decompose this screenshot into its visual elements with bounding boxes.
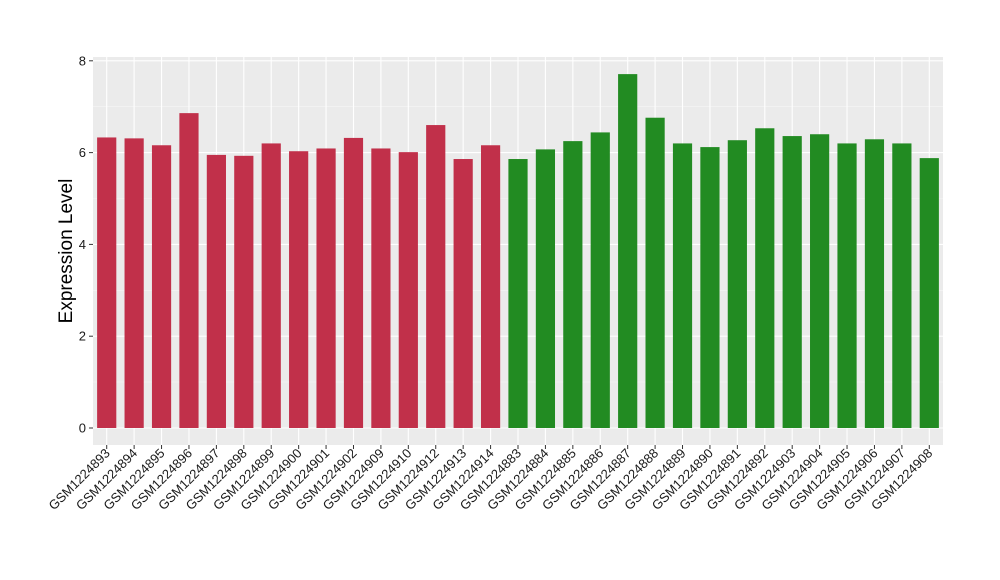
bar-GSM1224896 xyxy=(179,113,199,428)
bar-GSM1224892 xyxy=(755,128,775,428)
bar-GSM1224891 xyxy=(727,140,747,428)
bar-GSM1224908 xyxy=(919,158,939,428)
bar-GSM1224905 xyxy=(837,143,857,429)
bar-GSM1224899 xyxy=(261,143,281,429)
bar-GSM1224894 xyxy=(124,138,144,428)
bar-GSM1224913 xyxy=(453,159,473,428)
bar-GSM1224884 xyxy=(535,149,556,428)
bars xyxy=(97,74,939,429)
bar-GSM1224885 xyxy=(563,141,583,428)
y-tick-label: 0 xyxy=(79,421,86,436)
bar-GSM1224889 xyxy=(672,143,693,429)
y-tick-label: 6 xyxy=(79,145,86,160)
bar-GSM1224901 xyxy=(316,148,336,428)
bar-GSM1224900 xyxy=(289,151,309,428)
bar-GSM1224895 xyxy=(151,145,172,429)
bar-GSM1224898 xyxy=(234,155,254,429)
y-tick-label: 4 xyxy=(79,237,86,252)
bar-GSM1224893 xyxy=(97,137,117,428)
bar-GSM1224910 xyxy=(398,152,418,429)
y-axis: 0 2 4 6 8 xyxy=(79,53,93,436)
bar-GSM1224890 xyxy=(700,147,720,429)
bar-GSM1224897 xyxy=(206,154,226,428)
bar-GSM1224906 xyxy=(864,139,885,428)
bar-GSM1224909 xyxy=(371,148,391,428)
bar-GSM1224887 xyxy=(618,74,638,429)
y-tick-label: 2 xyxy=(79,329,86,344)
bar-GSM1224907 xyxy=(892,143,912,429)
bar-GSM1224883 xyxy=(508,159,528,428)
bar-GSM1224912 xyxy=(426,125,446,428)
bar-GSM1224914 xyxy=(480,145,501,429)
y-axis-title: Expression Level xyxy=(56,179,77,324)
bar-GSM1224902 xyxy=(343,137,364,429)
y-tick-label: 8 xyxy=(79,53,86,68)
bar-GSM1224886 xyxy=(590,132,610,429)
x-axis: GSM1224893GSM1224894GSM1224895GSM1224896… xyxy=(45,445,935,513)
bar-GSM1224903 xyxy=(782,136,802,429)
bar-GSM1224904 xyxy=(810,134,830,429)
bar-GSM1224888 xyxy=(645,117,665,428)
